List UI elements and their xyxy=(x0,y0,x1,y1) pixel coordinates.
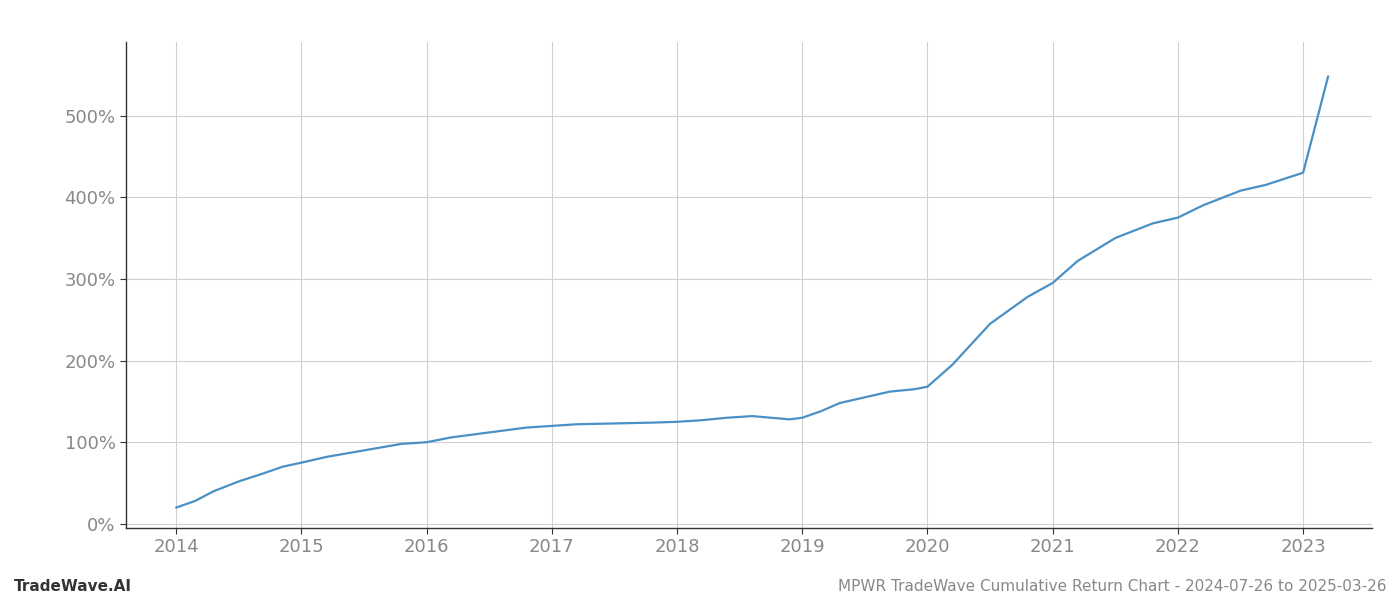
Text: TradeWave.AI: TradeWave.AI xyxy=(14,579,132,594)
Text: MPWR TradeWave Cumulative Return Chart - 2024-07-26 to 2025-03-26: MPWR TradeWave Cumulative Return Chart -… xyxy=(837,579,1386,594)
